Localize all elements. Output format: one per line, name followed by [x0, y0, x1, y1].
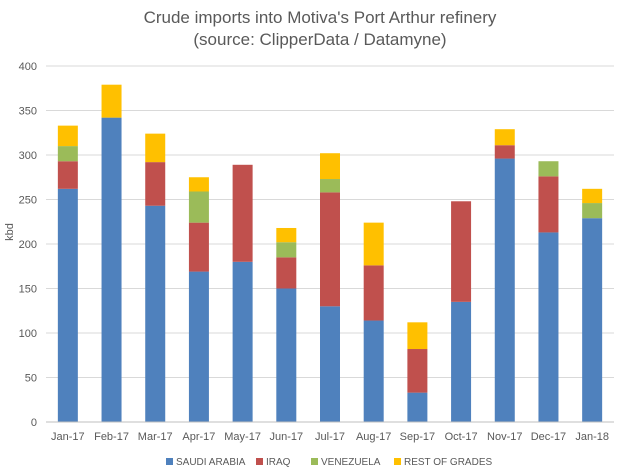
x-tick-label: Jan-17: [51, 431, 85, 443]
x-tick-label: Jun-17: [269, 431, 303, 443]
y-axis-label: kbd: [4, 223, 16, 241]
x-tick-label: Mar-17: [138, 431, 173, 443]
x-tick-label: Oct-17: [445, 431, 478, 443]
y-tick-label: 350: [19, 106, 37, 118]
x-tick-label: Jul-17: [315, 431, 345, 443]
bars: [57, 84, 603, 423]
bar-segment: [232, 164, 253, 262]
bar-segment: [407, 392, 428, 422]
bar-segment: [188, 191, 209, 223]
legend-label: REST OF GRADES: [404, 457, 492, 468]
x-tick-label: Dec-17: [531, 431, 566, 443]
legend-swatch: [256, 458, 263, 465]
bar-segment: [145, 133, 166, 163]
bar-segment: [57, 146, 78, 162]
chart-title: Crude imports into Motiva's Port Arthur …: [144, 8, 497, 27]
bar-segment: [363, 222, 384, 266]
y-tick-label: 100: [19, 328, 37, 340]
bar-segment: [57, 188, 78, 422]
bar-segment: [188, 177, 209, 192]
x-axis-ticks: Jan-17 Feb-17 Mar-17 Apr-17 May-17 Jun-17 Jul-…: [51, 431, 609, 443]
y-tick-label: 400: [19, 61, 37, 73]
bar-segment: [276, 227, 297, 243]
x-tick-label: Sep-17: [400, 431, 435, 443]
bar-segment: [320, 179, 340, 193]
bar-segment: [582, 203, 603, 219]
y-tick-label: 250: [19, 195, 37, 207]
legend-swatch: [311, 458, 318, 465]
chart-subtitle: (source: ClipperData / Datamyne): [193, 30, 446, 49]
legend: SAUDI ARABIA IRAQ VENEZUELA REST OF GRADES: [166, 457, 492, 468]
y-tick-label: 150: [19, 284, 37, 296]
legend-swatch: [394, 458, 401, 465]
bar-segment: [232, 261, 253, 422]
x-tick-label: Aug-17: [356, 431, 391, 443]
bar-segment: [538, 232, 559, 422]
bar-segment: [276, 257, 297, 289]
x-tick-label: Feb-17: [94, 431, 129, 443]
bar-segment: [538, 161, 559, 177]
y-tick-label: 200: [19, 239, 37, 251]
legend-label: IRAQ: [266, 457, 291, 468]
bar-segment: [57, 125, 78, 147]
y-axis-ticks: 0 50 100 150 200 250 300 350 400: [19, 61, 37, 429]
y-tick-label: 300: [19, 150, 37, 162]
bar-segment: [494, 158, 515, 422]
bar-segment: [363, 320, 384, 422]
x-tick-label: Nov-17: [487, 431, 522, 443]
bar-segment: [320, 306, 340, 422]
bar-segment: [451, 301, 472, 422]
bar-segment: [188, 271, 209, 422]
bar-segment: [145, 162, 166, 206]
bar-segment: [363, 265, 384, 321]
bar-segment: [145, 205, 166, 422]
legend-swatch: [166, 458, 173, 465]
bar-segment: [494, 129, 515, 146]
x-tick-label: May-17: [224, 431, 261, 443]
bar-segment: [451, 201, 472, 302]
y-tick-label: 50: [25, 373, 37, 385]
bar-segment: [582, 188, 603, 204]
x-tick-label: Apr-17: [182, 431, 215, 443]
bar-segment: [538, 176, 559, 233]
y-tick-label: 0: [31, 417, 37, 429]
bar-segment: [407, 349, 428, 393]
legend-label: SAUDI ARABIA: [176, 457, 246, 468]
bar-segment: [57, 161, 78, 189]
bar-segment: [101, 84, 122, 118]
legend-label: VENEZUELA: [321, 457, 381, 468]
bar-segment: [407, 322, 428, 350]
x-tick-label: Jan-18: [575, 431, 609, 443]
bar-segment: [188, 222, 209, 272]
bar-segment: [276, 288, 297, 422]
bar-segment: [582, 218, 603, 422]
bar-segment: [320, 153, 340, 180]
bar-segment: [276, 242, 297, 258]
bar-segment: [320, 192, 340, 307]
bar-segment: [494, 145, 515, 159]
bar-segment: [101, 117, 122, 423]
